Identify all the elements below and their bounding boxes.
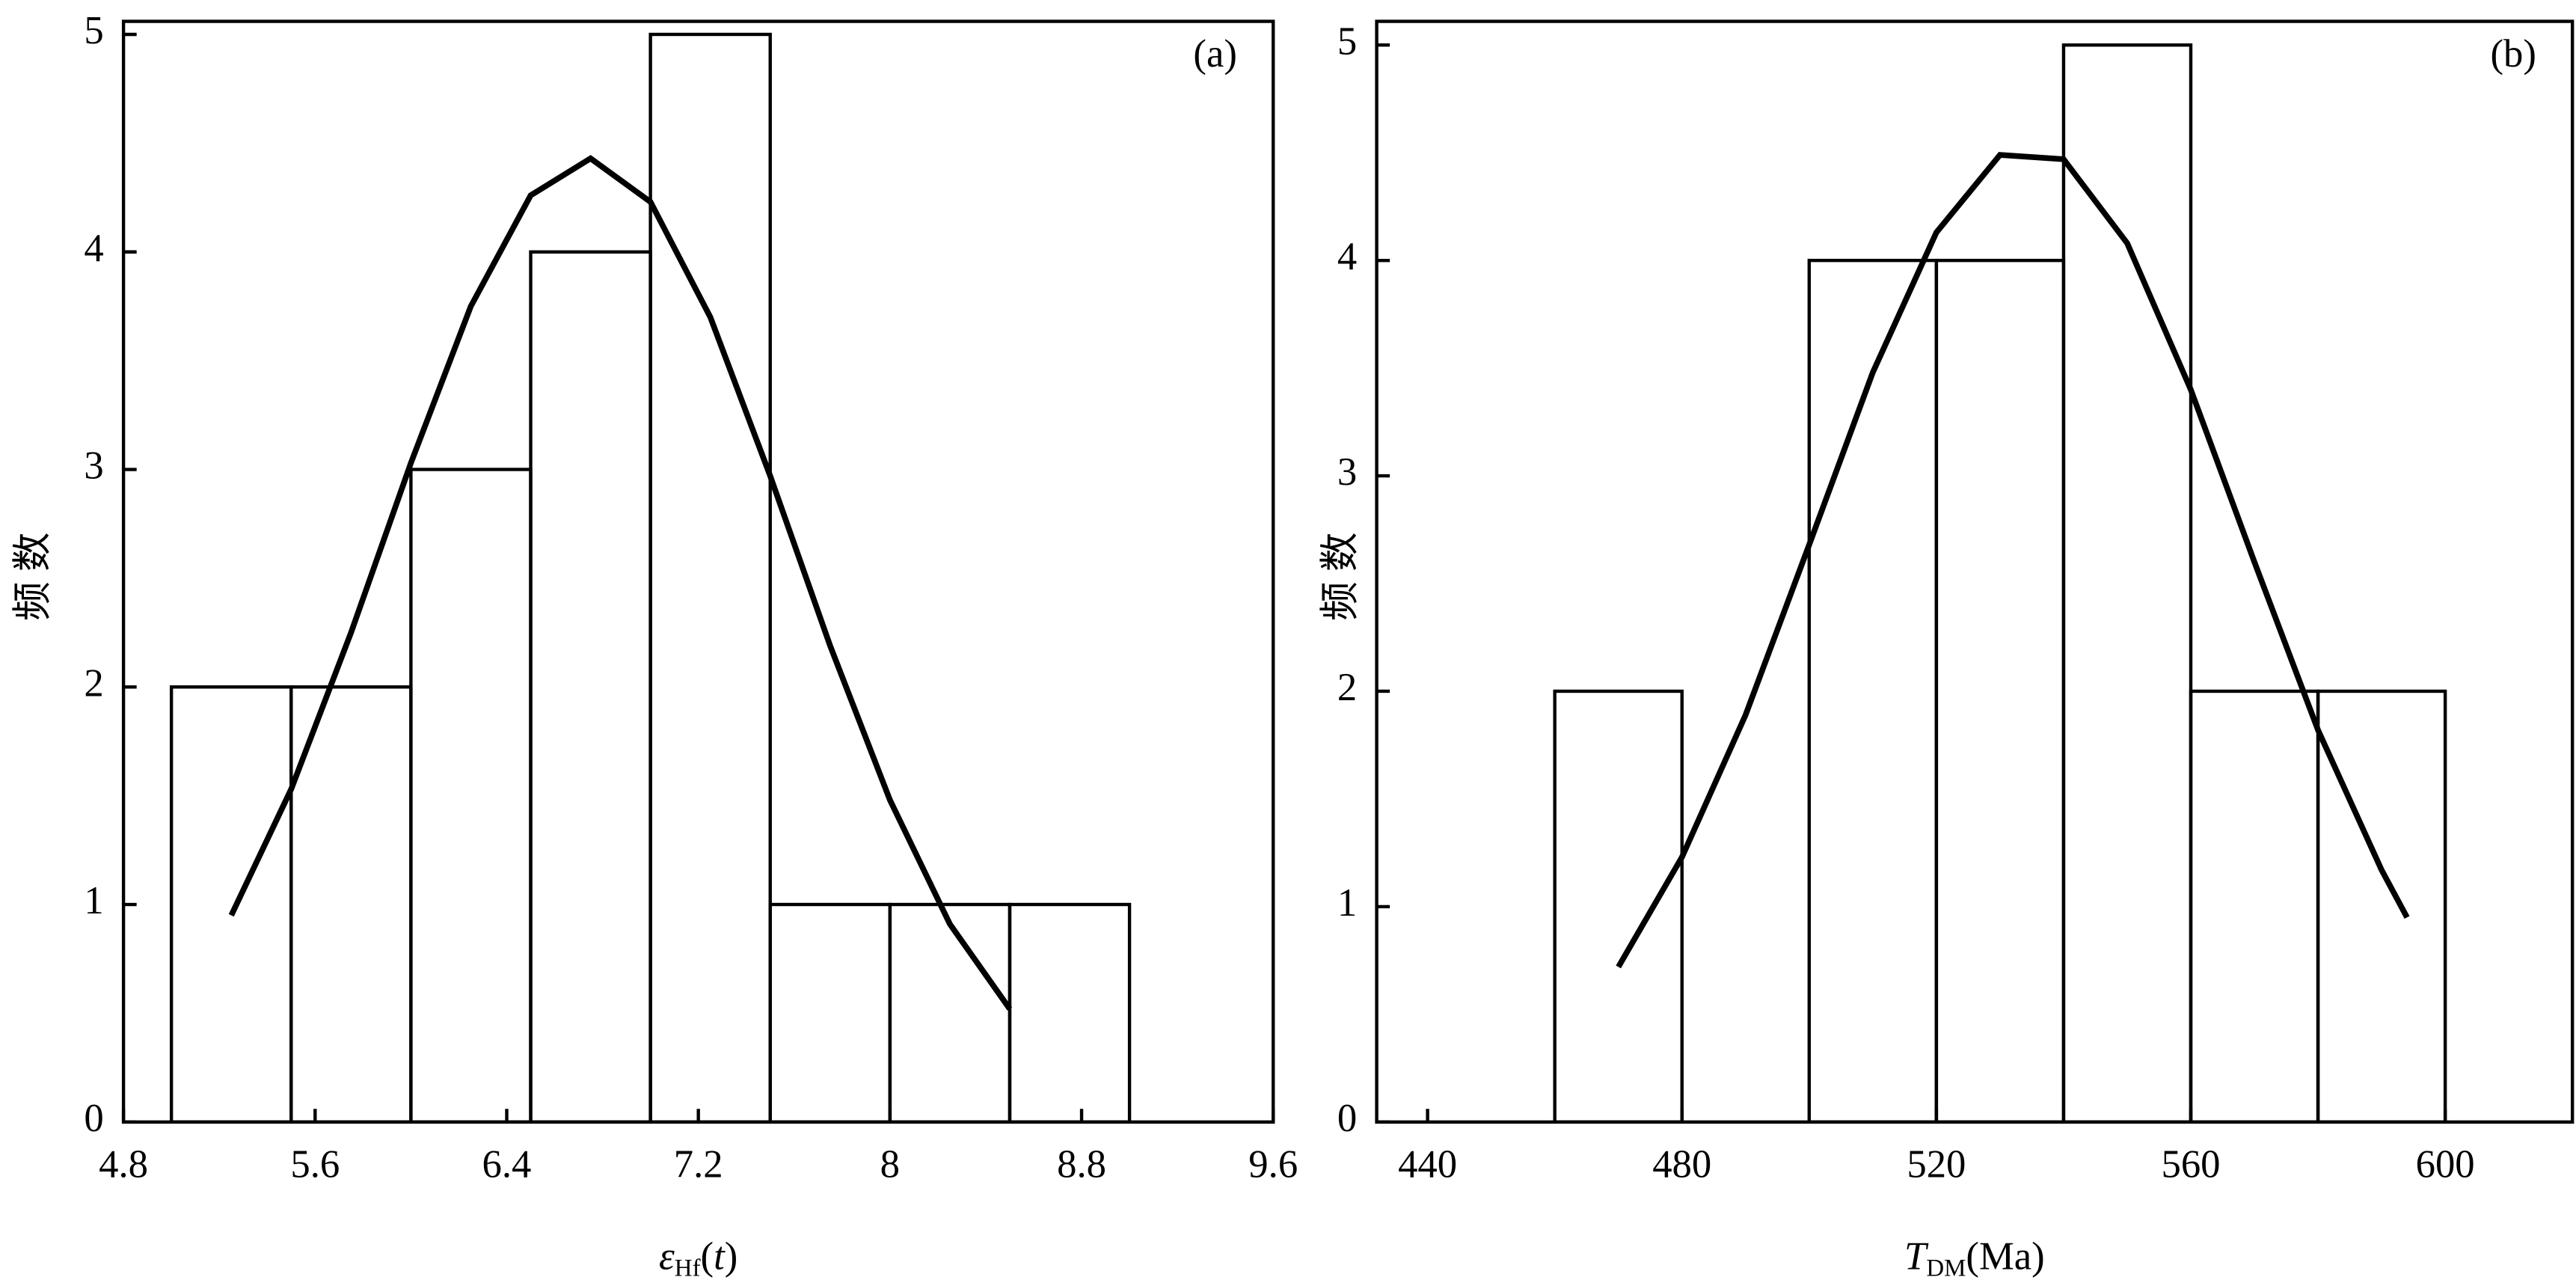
x-label-part: ) — [725, 1234, 738, 1278]
bar — [2061, 43, 2193, 1124]
bar — [409, 468, 533, 1124]
x-axis-label: TDM(Ma) — [1904, 1234, 2045, 1282]
x-tick-label: 520 — [1907, 1142, 1966, 1186]
bar — [1008, 902, 1132, 1124]
panel-label: (b) — [2490, 32, 2536, 76]
bar — [768, 902, 892, 1124]
plot-frame — [121, 19, 1275, 1124]
x-tick-label: 9.6 — [1248, 1142, 1298, 1186]
x-tick-label: 440 — [1398, 1142, 1457, 1186]
panel-label: (a) — [1193, 32, 1236, 76]
bar — [1934, 258, 2066, 1124]
y-tick-label: 5 — [84, 9, 103, 52]
bar — [2316, 689, 2447, 1124]
panel: 440 480 520 560 600 0 1 2 3 4 5 (b) 频数 TDM(Ma) — [1319, 19, 2575, 1282]
fit-curve — [228, 155, 1013, 1011]
x-label-subscript: DM — [1926, 1255, 1966, 1282]
bar — [888, 902, 1012, 1124]
y-axis-label: 频数 — [1319, 522, 1362, 621]
y-axis-label: 频数 — [11, 522, 55, 621]
x-tick-label: 560 — [2161, 1142, 2220, 1186]
y-tick-label: 1 — [84, 879, 103, 922]
y-tick-label: 2 — [84, 661, 103, 705]
bar — [289, 685, 413, 1124]
plot-frame — [1375, 19, 2575, 1124]
x-tick-label: 8 — [880, 1142, 900, 1186]
x-tick-label: 4.8 — [99, 1142, 148, 1186]
bar — [1807, 258, 1939, 1124]
x-axis-label: εHf(t) — [659, 1234, 737, 1282]
x-label-part: T — [1904, 1234, 1929, 1278]
x-label-part: t — [714, 1234, 726, 1278]
bar — [1553, 689, 1684, 1124]
x-tick-label: 5.6 — [290, 1142, 340, 1186]
x-tick-label: 7.2 — [674, 1142, 723, 1186]
y-tick-label: 5 — [1337, 19, 1357, 63]
x-tick-label: 6.4 — [482, 1142, 532, 1186]
y-tick-label: 4 — [84, 227, 103, 270]
y-tick-label: 3 — [84, 444, 103, 488]
panel: 4.8 5.6 6.4 7.2 8 8.8 9.6 0 1 2 3 4 5 (a) 频数 εHf(t) — [11, 9, 1298, 1282]
x-label-part: (Ma) — [1966, 1234, 2044, 1278]
x-label-part: ε — [659, 1234, 675, 1278]
bar — [648, 32, 772, 1124]
bar — [169, 685, 293, 1124]
x-label-subscript: Hf — [675, 1255, 701, 1282]
bar — [529, 250, 652, 1124]
y-tick-label: 1 — [1337, 881, 1357, 925]
x-tick-label: 600 — [2416, 1142, 2475, 1186]
bar — [2189, 689, 2320, 1124]
y-tick-label: 0 — [84, 1097, 103, 1140]
y-tick-label: 4 — [1337, 235, 1357, 278]
x-label-part: ( — [701, 1234, 714, 1278]
fit-curve — [1616, 152, 2410, 969]
x-tick-label: 480 — [1652, 1142, 1711, 1186]
y-tick-label: 3 — [1337, 450, 1357, 494]
y-tick-label: 0 — [1337, 1097, 1357, 1140]
y-tick-label: 2 — [1337, 666, 1357, 709]
x-tick-label: 8.8 — [1057, 1142, 1106, 1186]
